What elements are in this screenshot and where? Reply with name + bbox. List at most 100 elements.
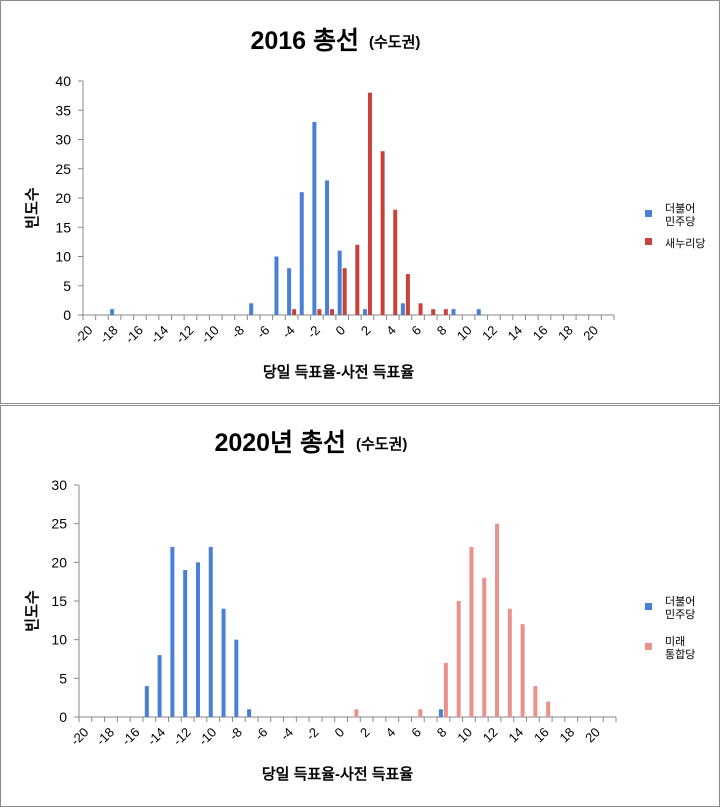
x-tick-label: 12 (480, 725, 501, 746)
bar-series2 (520, 624, 525, 717)
x-tick-label: 14 (505, 725, 526, 746)
y-tick-label: 25 (51, 516, 67, 532)
y-tick-label: 30 (55, 132, 71, 148)
chart-panel-2020: 2020년 총선 (수도권) 0 5 10 15 20 25 30 -20 -18 -16 -14 -12… (0, 405, 720, 807)
chart-title: 2020년 총선 (214, 429, 346, 457)
bar-series1 (274, 256, 279, 315)
y-axis-label: 빈도수 (24, 187, 41, 229)
x-tick-label: -8 (228, 323, 247, 342)
bar-series1 (337, 250, 342, 315)
bar-series2 (355, 244, 360, 315)
x-tick-label: 6 (408, 323, 424, 339)
bar-series1 (451, 309, 456, 315)
x-tick-label: 2 (358, 323, 374, 339)
bar-series1 (287, 268, 292, 315)
bar-series1 (234, 639, 239, 717)
bar-series2 (533, 686, 538, 717)
x-tick-label: -16 (122, 323, 146, 347)
chart-panel-2016: 2016 총선 (수도권) 0 5 10 15 20 25 30 35 40 -20 -18 -16 -14… (0, 0, 720, 404)
x-tick-label: 20 (582, 725, 603, 746)
x-tick-label: -14 (144, 725, 168, 749)
x-tick-label: 12 (479, 323, 500, 344)
x-tick-label: 8 (434, 725, 450, 741)
y-tick-label: 20 (55, 190, 71, 206)
legend-label: 더불어 민주당 (665, 595, 695, 621)
y-tick-label: 15 (51, 593, 67, 609)
bar-series1 (325, 180, 330, 315)
legend-marker (645, 643, 652, 650)
bar-series2 (342, 268, 347, 315)
x-axis-label: 당일 득표율-사전 득표율 (262, 765, 414, 783)
legend-marker (645, 210, 652, 217)
x-tick-label: -4 (277, 725, 296, 744)
x-tick-label: 18 (555, 323, 576, 344)
x-tick-label: -20 (72, 323, 96, 347)
bar-series2 (482, 577, 487, 717)
bar-series2 (380, 151, 385, 315)
x-tick-label: 8 (434, 323, 450, 339)
bar-series2 (443, 309, 448, 315)
y-tick-label: 0 (59, 709, 67, 725)
bar-series1 (144, 686, 149, 717)
y-tick-label: 10 (51, 632, 67, 648)
y-tick-label: 35 (55, 102, 71, 118)
bar-series2 (317, 309, 322, 315)
bar-series1 (312, 121, 317, 315)
x-tick-label: -12 (170, 725, 194, 749)
x-tick-label: 4 (383, 725, 399, 741)
bar-series1 (157, 655, 162, 717)
bar-series2 (292, 309, 297, 315)
y-tick-label: 5 (63, 278, 71, 294)
bar-series2 (354, 709, 359, 717)
legend-label: 새누리당 (665, 237, 705, 250)
x-tick-label: 4 (383, 323, 399, 339)
bar-series2 (456, 601, 461, 717)
chart-subtitle: (수도권) (369, 33, 420, 51)
x-tick-label: -10 (198, 323, 222, 347)
x-tick-label: 0 (333, 323, 349, 339)
x-tick-label: 18 (557, 725, 578, 746)
chart-title: 2016 총선 (250, 27, 359, 55)
x-tick-label: 0 (332, 725, 348, 741)
bar-series1 (400, 303, 405, 315)
x-tick-label: -2 (303, 725, 322, 744)
y-tick-label: 0 (63, 307, 71, 323)
y-tick-label: 25 (55, 161, 71, 177)
x-tick-label: -6 (254, 323, 273, 342)
bar-series2 (367, 92, 372, 315)
bar-series1 (170, 546, 175, 717)
bar-series2 (431, 309, 436, 315)
bar-series2 (443, 662, 448, 717)
x-tick-label: 10 (454, 725, 475, 746)
bar-series1 (249, 303, 254, 315)
chart-subtitle: (수도권) (356, 435, 407, 453)
bar-series1 (208, 546, 213, 717)
x-tick-label: 10 (454, 323, 475, 344)
bar-series1 (247, 709, 252, 717)
y-tick-label: 20 (51, 554, 67, 570)
x-tick-label: 16 (530, 323, 551, 344)
bar-series2 (469, 546, 474, 717)
bar-series1 (476, 309, 481, 315)
bar-series2 (405, 274, 410, 315)
legend-marker (645, 238, 652, 245)
x-tick-label: 14 (504, 323, 525, 344)
x-tick-label: -20 (68, 725, 92, 749)
x-tick-label: -18 (93, 725, 117, 749)
y-tick-label: 30 (51, 477, 67, 493)
x-tick-label: -16 (119, 725, 143, 749)
y-tick-label: 40 (55, 73, 71, 89)
y-axis-label: 빈도수 (24, 590, 41, 632)
bar-series1 (183, 570, 188, 717)
legend-marker (645, 603, 652, 610)
bar-series2 (418, 709, 423, 717)
x-tick-label: -10 (195, 725, 219, 749)
bar-series1 (195, 562, 200, 717)
x-tick-label: -4 (279, 323, 298, 342)
x-tick-label: 16 (531, 725, 552, 746)
x-tick-label: -12 (173, 323, 197, 347)
legend-label: 미래 통합당 (665, 635, 695, 661)
